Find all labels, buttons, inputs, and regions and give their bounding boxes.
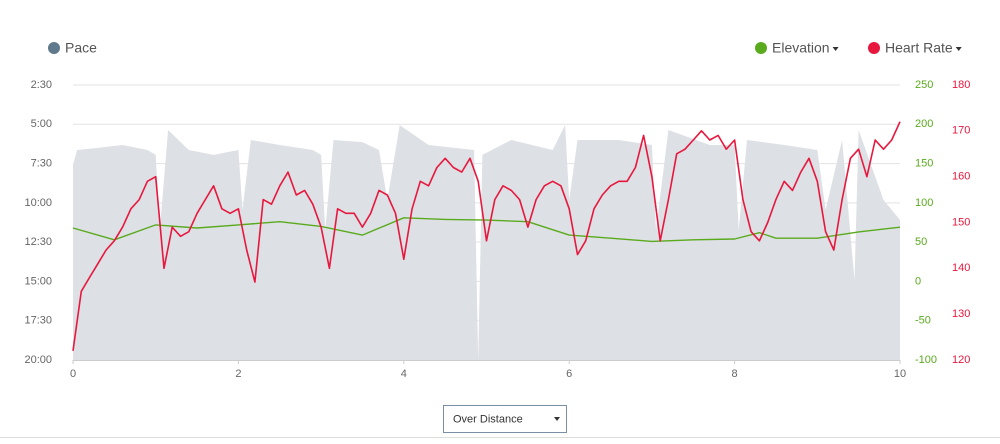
legend-dot[interactable]	[868, 42, 880, 54]
dropdown-label[interactable]: Over Distance	[453, 413, 523, 425]
x-tick-label: 4	[401, 368, 407, 380]
y3-tick-label: 170	[952, 125, 970, 137]
x-tick-label: 0	[70, 368, 76, 380]
legend-label[interactable]: Pace	[65, 40, 97, 56]
y2-tick-label: 50	[915, 236, 927, 248]
x-tick-label: 8	[732, 368, 738, 380]
legend-caret[interactable]	[955, 47, 962, 51]
x-tick-label: 10	[894, 368, 906, 380]
legend-label[interactable]: Elevation	[772, 40, 830, 56]
y3-tick-label: 140	[952, 262, 970, 274]
legend: Pace Elevation Heart Rate	[48, 40, 962, 56]
x-tick-label: 2	[235, 368, 241, 380]
y-tick-label: 15:00	[24, 275, 52, 287]
series-line	[72, 121, 901, 351]
y2-tick-label: 0	[915, 275, 921, 287]
y-tick-label: 2:30	[31, 79, 52, 91]
dropdown[interactable]	[443, 405, 567, 433]
y2-tick-label: -50	[915, 315, 931, 327]
legend-label[interactable]: Heart Rate	[885, 40, 953, 56]
series-line	[72, 217, 901, 243]
x-tick-label: 6	[566, 368, 572, 380]
axes: 2:305:007:3010:0012:3015:0017:3020:00250…	[24, 79, 970, 380]
y-tick-label: 20:00	[24, 354, 52, 366]
y3-tick-label: 120	[952, 354, 970, 366]
y2-tick-label: 200	[915, 118, 933, 130]
y3-tick-label: 150	[952, 216, 970, 228]
y2-tick-label: 250	[915, 79, 933, 91]
legend-dot[interactable]	[48, 42, 60, 54]
y-tick-label: 5:00	[31, 118, 52, 130]
pace-area	[73, 125, 900, 360]
y-tick-label: 10:00	[24, 197, 52, 209]
y3-tick-label: 180	[952, 79, 970, 91]
y2-tick-label: 100	[915, 197, 933, 209]
y2-tick-label: -100	[915, 354, 937, 366]
y-tick-label: 17:30	[24, 315, 52, 327]
y2-tick-label: 150	[915, 157, 933, 169]
y-tick-label: 12:30	[24, 236, 52, 248]
marks	[72, 121, 901, 360]
y-tick-label: 7:30	[31, 157, 52, 169]
legend-dot[interactable]	[755, 42, 767, 54]
y3-tick-label: 160	[952, 171, 970, 183]
dropdown-caret[interactable]	[554, 417, 560, 421]
legend-caret[interactable]	[832, 47, 839, 51]
y3-tick-label: 130	[952, 308, 970, 320]
